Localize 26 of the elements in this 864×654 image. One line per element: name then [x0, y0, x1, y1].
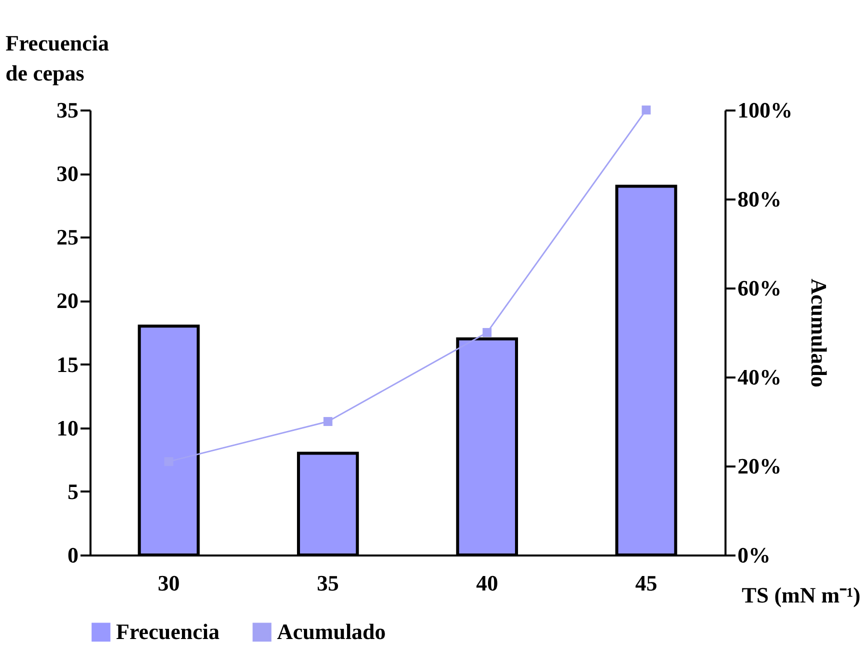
x-tick-label: 45: [635, 570, 658, 596]
legend-label: Frecuencia: [116, 619, 220, 644]
x-tick-label: 40: [476, 570, 498, 596]
y-tick-label: 25: [56, 224, 78, 250]
y-tick-label: 20: [56, 288, 78, 314]
y2-tick-label: 100%: [738, 98, 792, 122]
y2-tick-label: 20%: [738, 454, 782, 478]
y-tick-label: 30: [56, 161, 78, 186]
x-axis-title: TS (mN m⁻¹): [742, 582, 860, 608]
y2-tick-label: 80%: [738, 186, 782, 212]
x-tick-label: 35: [316, 570, 339, 596]
point: [482, 328, 492, 337]
y-tick-label: 10: [56, 415, 78, 440]
point: [323, 417, 332, 426]
y2-axis-title: Acumulado: [806, 278, 832, 388]
point: [642, 106, 651, 114]
y2-tick-label: 60%: [738, 276, 782, 300]
y2-tick-label: 0%: [738, 542, 770, 568]
legend-label: Acumulado: [277, 619, 386, 644]
y-tick-label: 0: [68, 542, 78, 568]
y-tick-label: 15: [56, 352, 78, 377]
y-axis-title: Frecuencia de cepas: [6, 30, 109, 86]
x-tick-label: 30: [158, 570, 180, 596]
y-tick-label: 35: [56, 98, 78, 122]
y2-tick-label: 40%: [738, 364, 782, 390]
y-tick-label: 5: [68, 478, 78, 504]
